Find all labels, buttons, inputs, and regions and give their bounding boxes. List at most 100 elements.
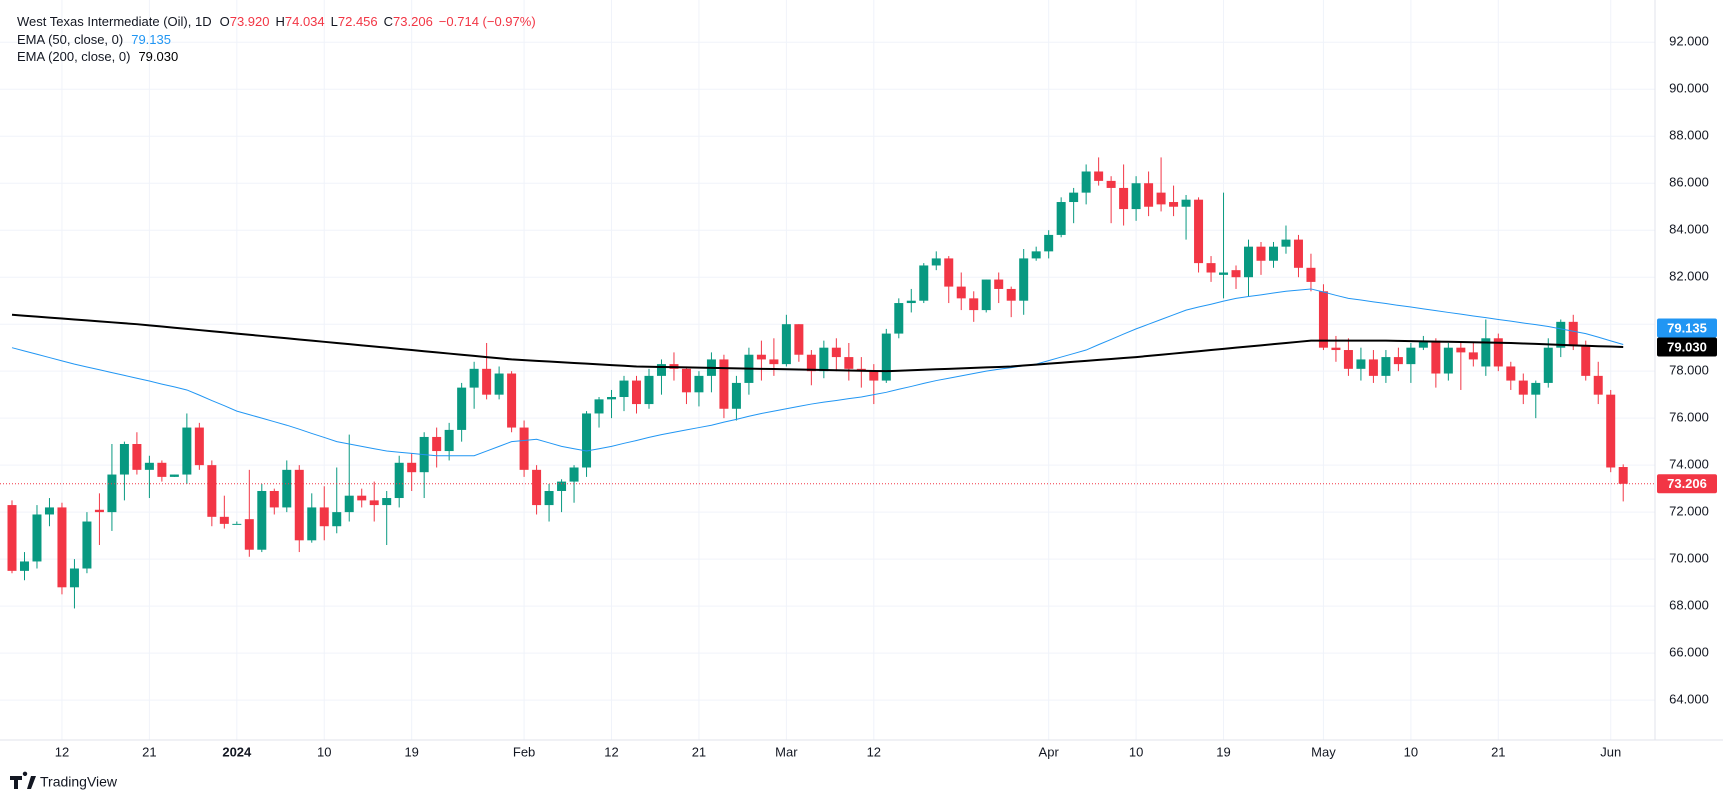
candle-body bbox=[119, 444, 129, 475]
candle-body bbox=[607, 397, 617, 400]
candle-body bbox=[644, 375, 654, 405]
ohlc-key: O bbox=[220, 14, 230, 29]
candle-body bbox=[1156, 192, 1166, 205]
ohlc-key: C bbox=[384, 14, 393, 29]
ohlc-value: 72.456 bbox=[338, 14, 378, 29]
candle-body bbox=[1393, 357, 1403, 365]
candle-body bbox=[619, 380, 629, 398]
candle-body bbox=[557, 481, 567, 491]
price-badge bbox=[1657, 337, 1717, 357]
candle-body bbox=[1219, 272, 1229, 275]
candle-body bbox=[632, 380, 641, 405]
candle-body bbox=[1256, 246, 1266, 261]
y-tick-label: 74.000 bbox=[1669, 457, 1709, 472]
candle-body bbox=[656, 364, 666, 376]
candle-body bbox=[44, 507, 54, 515]
y-tick-label: 86.000 bbox=[1669, 175, 1709, 190]
candle-body bbox=[944, 258, 954, 287]
candle-body bbox=[594, 399, 604, 414]
candle-body bbox=[1543, 347, 1553, 383]
candle-body bbox=[582, 413, 592, 468]
candle-body bbox=[1468, 352, 1478, 360]
candle-body bbox=[1094, 171, 1104, 181]
x-tick-label: 21 bbox=[142, 744, 156, 759]
candle-body bbox=[107, 474, 117, 513]
candle-body bbox=[294, 469, 304, 541]
candle-body bbox=[831, 347, 841, 358]
candle-body bbox=[1268, 246, 1278, 261]
plot bbox=[0, 157, 1655, 609]
change: −0.714 (−0.97%) bbox=[439, 14, 536, 29]
y-tick-label: 76.000 bbox=[1669, 410, 1709, 425]
candle-body bbox=[407, 462, 417, 473]
candle-body bbox=[1281, 239, 1291, 247]
ohlc-value: 73.206 bbox=[393, 14, 433, 29]
candle-body bbox=[794, 324, 804, 355]
candle-body bbox=[981, 279, 991, 311]
candle-body bbox=[1081, 171, 1091, 193]
x-tick-label: Apr bbox=[1039, 744, 1060, 759]
candle-body bbox=[994, 279, 1004, 289]
candle-body bbox=[1106, 180, 1116, 188]
candle-body bbox=[1443, 347, 1453, 374]
candle-body bbox=[369, 500, 379, 506]
y-tick-label: 70.000 bbox=[1669, 551, 1709, 566]
x-tick-label: 21 bbox=[1491, 744, 1505, 759]
legend: West Texas Intermediate (Oil), 1D O73.920… bbox=[17, 14, 536, 64]
candle-body bbox=[507, 373, 517, 428]
x-tick-label: May bbox=[1311, 744, 1336, 759]
ema-value: 79.135 bbox=[131, 32, 171, 47]
x-tick-label: 21 bbox=[692, 744, 706, 759]
candle-body bbox=[1231, 270, 1241, 278]
candle-body bbox=[69, 568, 79, 588]
ema-line bbox=[11, 313, 1624, 373]
y-tick-label: 72.000 bbox=[1669, 504, 1709, 519]
candle-body bbox=[1406, 347, 1416, 365]
candle-body bbox=[457, 387, 467, 430]
candle-body bbox=[282, 469, 292, 508]
candle-body bbox=[1381, 357, 1391, 376]
x-tick-label: 19 bbox=[404, 744, 418, 759]
ohlc-value: 73.920 bbox=[230, 14, 270, 29]
candle-body bbox=[1593, 375, 1603, 395]
candle-body bbox=[1031, 251, 1041, 259]
x-tick-label: 12 bbox=[867, 744, 881, 759]
candle-body bbox=[1044, 234, 1054, 252]
candle-body bbox=[432, 436, 442, 452]
candle-body bbox=[1056, 202, 1066, 235]
candle-body bbox=[844, 357, 854, 369]
axes: 64.000 66.000 68.000 70.000 72.000 74.000 76.0… bbox=[0, 0, 1723, 759]
candle-body bbox=[94, 509, 104, 513]
candle-body bbox=[969, 298, 979, 311]
candle-body bbox=[919, 265, 929, 301]
candle-body bbox=[931, 258, 941, 266]
candle-body bbox=[207, 465, 217, 517]
x-tick-label: Mar bbox=[775, 744, 798, 759]
candle-body bbox=[1119, 187, 1129, 210]
candle-body bbox=[1331, 347, 1341, 351]
ohlc-key: L bbox=[331, 14, 338, 29]
ohlc-value: 74.034 bbox=[285, 14, 325, 29]
price-badge-label: 79.135 bbox=[1667, 320, 1707, 335]
candle-body bbox=[781, 324, 791, 365]
candle-body bbox=[519, 427, 529, 470]
x-tick-label: 12 bbox=[604, 744, 618, 759]
candle-body bbox=[1556, 321, 1566, 348]
candle-body bbox=[219, 516, 229, 524]
brand: TradingView bbox=[40, 774, 118, 790]
candle-body bbox=[494, 373, 504, 395]
candle-body bbox=[881, 333, 891, 381]
ema-line bbox=[11, 288, 1624, 457]
candle-body bbox=[182, 427, 192, 475]
candle-body bbox=[1194, 199, 1204, 264]
candle-body bbox=[257, 490, 267, 550]
candle-body bbox=[769, 359, 779, 365]
candle-body bbox=[157, 462, 167, 477]
candle-body bbox=[1293, 239, 1303, 268]
ema-legend: EMA (200, close, 0) 79.030 bbox=[17, 49, 178, 64]
candle-body bbox=[1019, 258, 1029, 301]
candle-body bbox=[394, 462, 404, 499]
candle-body bbox=[532, 469, 542, 506]
y-tick-label: 84.000 bbox=[1669, 222, 1709, 237]
x-tick-label: 10 bbox=[317, 744, 331, 759]
